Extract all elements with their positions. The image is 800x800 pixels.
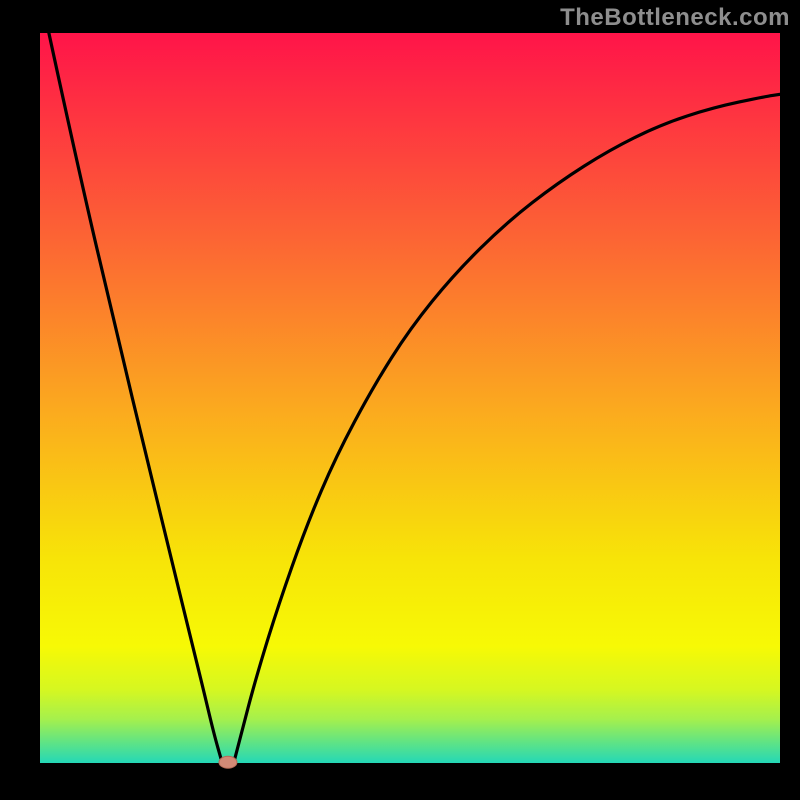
- watermark-text: TheBottleneck.com: [560, 4, 790, 32]
- bottleneck-marker: [219, 756, 237, 768]
- plot-svg: [0, 0, 800, 800]
- chart-canvas: TheBottleneck.com: [0, 0, 800, 800]
- plot-background: [40, 33, 780, 763]
